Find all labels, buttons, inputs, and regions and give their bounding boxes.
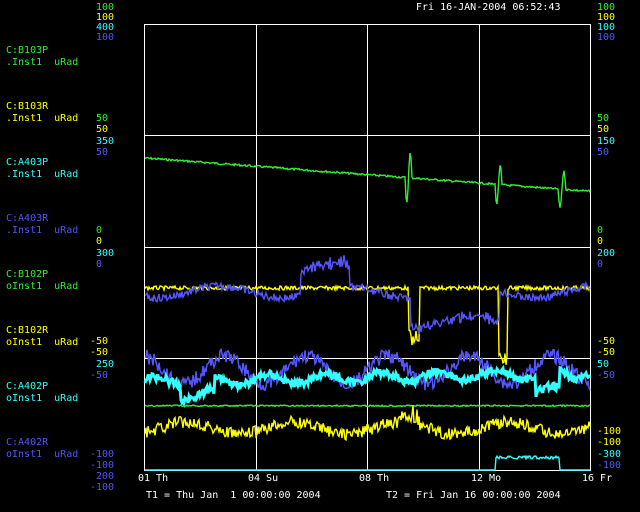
channel-sub-a402r: oInst1 uRad — [6, 449, 79, 460]
right-scale-3-green: -50 — [597, 336, 616, 347]
right-scale-bottom-blue: -100 — [597, 460, 622, 471]
right-scale-1-blue: 50 — [597, 147, 610, 158]
channel-name-b102r[interactable]: C:B102R — [6, 325, 49, 336]
channel-name-b102p[interactable]: C:B102P — [6, 269, 49, 280]
channel-sub-b103r: .Inst1 uRad — [6, 113, 79, 124]
left-scale-1-green: 50 — [96, 113, 109, 124]
left-scale-3-cyan: 250 — [96, 359, 115, 370]
left-scale-top-blue: 100 — [96, 32, 115, 43]
left-scale-3-blue: -50 — [90, 370, 109, 381]
left-scale-3-green: -50 — [90, 336, 109, 347]
trace-green-low — [144, 403, 591, 408]
channel-name-b103r[interactable]: C:B103R — [6, 101, 49, 112]
x-tick-08: 08 Th — [359, 473, 390, 484]
right-scale-top-yellow: 100 — [597, 12, 616, 23]
left-scale-2-yellow: 0 — [96, 236, 103, 247]
channel-sub-b102r: oInst1 uRad — [6, 337, 79, 348]
t2-label: T2 = Fri Jan 16 00:00:00 2004 — [386, 490, 561, 501]
trace-yellow-low — [144, 405, 591, 442]
channel-sub-a403r: .Inst1 uRad — [6, 225, 79, 236]
right-scale-2-cyan: 200 — [597, 248, 616, 259]
right-scale-2-yellow: 0 — [597, 236, 604, 247]
right-scale-top-blue: 100 — [597, 32, 616, 43]
trace-cyan-low — [143, 364, 592, 409]
right-scale-2-green: 0 — [597, 225, 604, 236]
left-scale-bottom-yellow: -100 — [90, 460, 115, 471]
right-scale-bottom-green: -100 — [597, 426, 622, 437]
right-scale-3-cyan: 50 — [597, 359, 610, 370]
right-scale-3-blue: -50 — [597, 370, 616, 381]
t1-label: T1 = Thu Jan 1 00:00:00 2004 — [146, 490, 321, 501]
plot-grid — [144, 24, 590, 470]
left-scale-1-blue: 50 — [96, 147, 109, 158]
channel-sub-a403p: .Inst1 uRad — [6, 169, 79, 180]
left-scale-3-yellow: -50 — [90, 347, 109, 358]
left-scale-2-green: 0 — [96, 225, 103, 236]
channel-sub-b102p: oInst1 uRad — [6, 281, 79, 292]
right-scale-2-blue: 0 — [597, 259, 604, 270]
right-scale-1-cyan: 150 — [597, 136, 616, 147]
x-tick-16: 16 Fr — [582, 473, 613, 484]
channel-name-b103p[interactable]: C:B103P — [6, 45, 49, 56]
right-scale-1-yellow: 50 — [597, 124, 610, 135]
trace-cyan-bottom — [145, 454, 590, 471]
right-scale-1-green: 50 — [597, 113, 610, 124]
channel-name-a402r[interactable]: C:A402R — [6, 437, 49, 448]
left-scale-top-cyan: 400 — [96, 22, 115, 33]
left-scale-bottom-blue: -100 — [90, 482, 115, 493]
left-scale-bottom-cyan: 200 — [96, 471, 115, 482]
channel-name-a403r[interactable]: C:A403R — [6, 213, 49, 224]
left-scale-1-cyan: 350 — [96, 136, 115, 147]
x-tick-04: 04 Su — [248, 473, 279, 484]
right-scale-bottom-cyan: -300 — [597, 449, 622, 460]
x-tick-12: 12 Mo — [471, 473, 502, 484]
left-scale-bottom-green: -100 — [90, 449, 115, 460]
x-tick-01: 01 Th — [138, 473, 169, 484]
right-scale-bottom-yellow: -100 — [597, 437, 622, 448]
trace-blue-low — [144, 347, 591, 392]
left-scale-2-cyan: 300 — [96, 248, 115, 259]
left-scale-1-yellow: 50 — [96, 124, 109, 135]
channel-sub-b103p: .Inst1 uRad — [6, 57, 79, 68]
left-scale-top-yellow: 100 — [96, 12, 115, 23]
channel-name-a403p[interactable]: C:A403P — [6, 157, 49, 168]
trace-blue-mid — [144, 255, 591, 335]
left-scale-top-green: 100 — [96, 2, 115, 13]
trace-green-top — [144, 152, 591, 208]
right-scale-top-green: 100 — [597, 2, 616, 13]
channel-name-a402p[interactable]: C:A402P — [6, 381, 49, 392]
right-scale-top-cyan: 100 — [597, 22, 616, 33]
timestamp: Fri 16-JAN-2004 06:52:43 — [416, 2, 561, 13]
right-scale-3-yellow: -50 — [597, 347, 616, 358]
left-scale-2-blue: 0 — [96, 259, 103, 270]
channel-sub-a402p: oInst1 uRad — [6, 393, 79, 404]
